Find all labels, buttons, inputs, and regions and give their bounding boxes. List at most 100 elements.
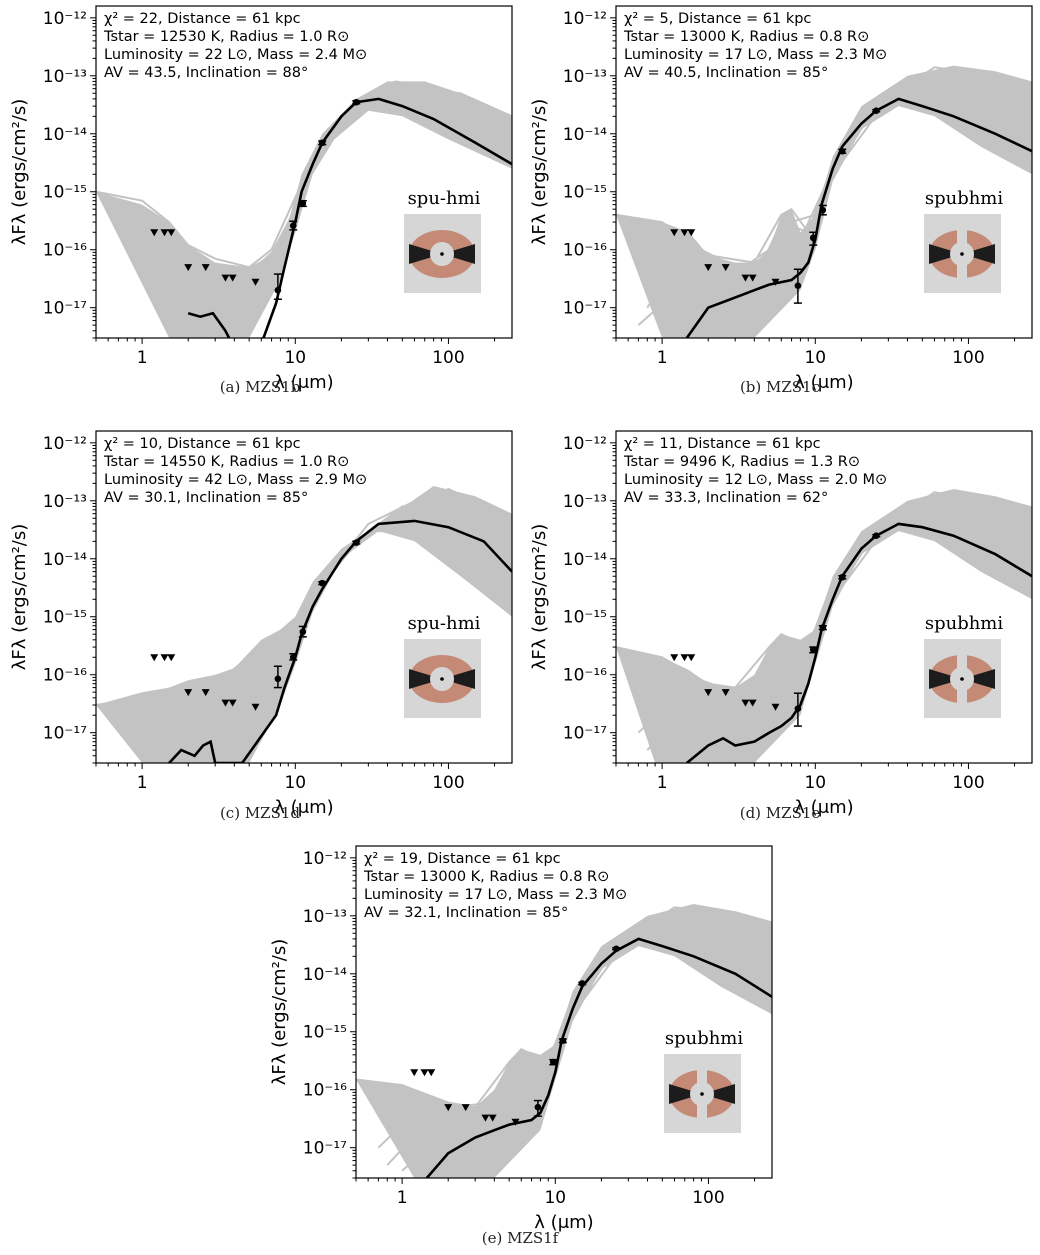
caption-c: (c) MZS1d xyxy=(219,804,301,822)
best-fit-curve xyxy=(187,97,512,338)
disk-geometry-icon xyxy=(924,214,1001,293)
annotation-line4: AV = 43.5, Inclination = 88° xyxy=(104,65,308,81)
best-fit-curve xyxy=(168,519,512,763)
upper-limit-marker xyxy=(481,1114,490,1122)
model-envelope xyxy=(96,81,512,338)
upper-limit-marker xyxy=(721,264,730,272)
x-tick-label: 100 xyxy=(952,773,984,793)
model-sed-curve xyxy=(646,508,1032,751)
upper-limit-marker xyxy=(221,274,230,282)
annotation-line4: AV = 33.3, Inclination = 62° xyxy=(624,490,828,506)
x-axis-label: λ (μm) xyxy=(274,372,333,393)
data-point xyxy=(793,268,802,304)
upper-limit-marker xyxy=(420,1069,429,1077)
upper-limit-marker xyxy=(670,654,679,662)
x-axis-label: λ (μm) xyxy=(274,797,333,818)
caption-e: (e) MZS1f xyxy=(481,1229,559,1247)
data-point xyxy=(612,945,621,953)
caption-b: (b) MZS1c xyxy=(739,378,821,396)
y-tick-label: 10⁻¹⁵ xyxy=(563,183,607,203)
panel-c: 1 10 100 10⁻¹² 10⁻¹³ 10⁻¹⁴ 10⁻¹⁵ 10⁻¹⁶ 10⁻¹⁷ λ (μ… xyxy=(0,425,520,835)
data-point xyxy=(809,231,818,246)
panel-e: 1 10 100 10⁻¹² 10⁻¹³ 10⁻¹⁴ 10⁻¹⁵ 10⁻¹⁶ 10⁻¹⁷ λ (μ… xyxy=(260,840,780,1250)
model-label: spubhmi xyxy=(925,188,1004,209)
upper-limit-marker xyxy=(741,699,750,707)
data-point xyxy=(352,539,361,546)
x-tick-label: 10 xyxy=(804,773,826,793)
upper-limit-marker xyxy=(721,689,730,697)
upper-limit-marker xyxy=(201,689,210,697)
y-tick-label: 10⁻¹³ xyxy=(43,67,87,87)
annotation-line3: Luminosity = 22 L⊙, Mass = 2.4 M⊙ xyxy=(104,47,367,63)
x-axis-label: λ (μm) xyxy=(534,1212,593,1233)
upper-limit-marker xyxy=(228,699,237,707)
annotation-line1: χ² = 11, Distance = 61 kpc xyxy=(624,436,821,452)
x-tick-label: 1 xyxy=(657,348,668,368)
data-point xyxy=(809,646,818,654)
upper-limit-marker xyxy=(741,274,750,282)
annotation-line2: Tstar = 13000 K, Radius = 0.8 R⊙ xyxy=(623,29,869,45)
upper-limit-marker xyxy=(680,229,689,237)
y-tick-label: 10⁻¹⁵ xyxy=(43,183,87,203)
sed-chart-c: 1 10 100 10⁻¹² 10⁻¹³ 10⁻¹⁴ 10⁻¹⁵ 10⁻¹⁶ 10⁻¹⁷ λ (μ… xyxy=(9,430,513,818)
upper-limit-marker xyxy=(150,229,159,237)
data-point xyxy=(289,652,298,661)
data-point xyxy=(818,204,827,216)
y-tick-label: 10⁻¹⁶ xyxy=(43,241,87,261)
data-point xyxy=(318,139,327,147)
x-tick-label: 1 xyxy=(657,773,668,793)
model-sed-curve xyxy=(168,530,512,763)
data-point xyxy=(273,665,282,689)
x-tick-label: 10 xyxy=(284,773,306,793)
y-tick-label: 10⁻¹² xyxy=(43,9,87,29)
caption-a: (a) MZS1b xyxy=(219,378,301,396)
data-point xyxy=(838,147,847,155)
model-sed-curve xyxy=(646,77,1032,309)
model-sed-curve xyxy=(386,923,772,1166)
data-point xyxy=(872,532,881,540)
y-tick-label: 10⁻¹⁵ xyxy=(563,608,607,628)
model-sed-curve xyxy=(96,92,512,269)
plot-area xyxy=(356,904,772,1178)
annotation-line3: Luminosity = 12 L⊙, Mass = 2.0 M⊙ xyxy=(624,472,887,488)
y-tick-label: 10⁻¹⁶ xyxy=(563,666,607,686)
model-envelope xyxy=(96,486,512,763)
data-point xyxy=(838,573,847,581)
data-point xyxy=(298,625,307,638)
annotation-line1: χ² = 19, Distance = 61 kpc xyxy=(364,851,561,867)
model-envelope xyxy=(616,65,1032,338)
x-tick-label: 1 xyxy=(137,773,148,793)
y-tick-label: 10⁻¹² xyxy=(43,434,87,454)
data-point xyxy=(352,98,361,106)
x-tick-label: 10 xyxy=(544,1188,566,1208)
data-point xyxy=(558,1037,567,1045)
upper-limit-marker xyxy=(184,264,193,272)
x-tick-label: 100 xyxy=(692,1188,724,1208)
x-tick-label: 1 xyxy=(397,1188,408,1208)
upper-limit-marker xyxy=(687,654,696,662)
upper-limit-marker xyxy=(410,1069,419,1077)
model-label: spu-hmi xyxy=(408,188,481,209)
model-sed-curve xyxy=(661,92,1032,332)
y-tick-label: 10⁻¹⁷ xyxy=(43,724,87,744)
best-fit-curve xyxy=(685,522,1032,763)
disk-geometry-icon xyxy=(404,639,481,718)
y-tick-label: 10⁻¹⁶ xyxy=(43,666,87,686)
caption-d: (d) MZS1e xyxy=(739,804,821,822)
y-tick-label: 10⁻¹³ xyxy=(303,907,347,927)
model-sed-curve xyxy=(401,932,772,1172)
annotation-line3: Luminosity = 17 L⊙, Mass = 2.3 M⊙ xyxy=(624,47,887,63)
model-sed-curve xyxy=(661,517,1032,757)
plot-frame xyxy=(95,430,513,764)
sed-chart-d: 1 10 100 10⁻¹² 10⁻¹³ 10⁻¹⁴ 10⁻¹⁵ 10⁻¹⁶ 10⁻¹⁷ λ (μ… xyxy=(529,430,1033,818)
y-tick-label: 10⁻¹⁴ xyxy=(303,965,347,985)
y-tick-label: 10⁻¹⁷ xyxy=(563,724,607,744)
plot-frame xyxy=(355,845,773,1179)
disk-geometry-icon xyxy=(664,1054,741,1133)
upper-limit-marker xyxy=(511,1118,520,1126)
annotation-line4: AV = 30.1, Inclination = 85° xyxy=(104,490,308,506)
panel-d: 1 10 100 10⁻¹² 10⁻¹³ 10⁻¹⁴ 10⁻¹⁵ 10⁻¹⁶ 10⁻¹⁷ λ (μ… xyxy=(520,425,1040,835)
y-tick-label: 10⁻¹² xyxy=(563,9,607,29)
x-tick-label: 1 xyxy=(137,348,148,368)
y-tick-label: 10⁻¹⁴ xyxy=(563,550,607,570)
